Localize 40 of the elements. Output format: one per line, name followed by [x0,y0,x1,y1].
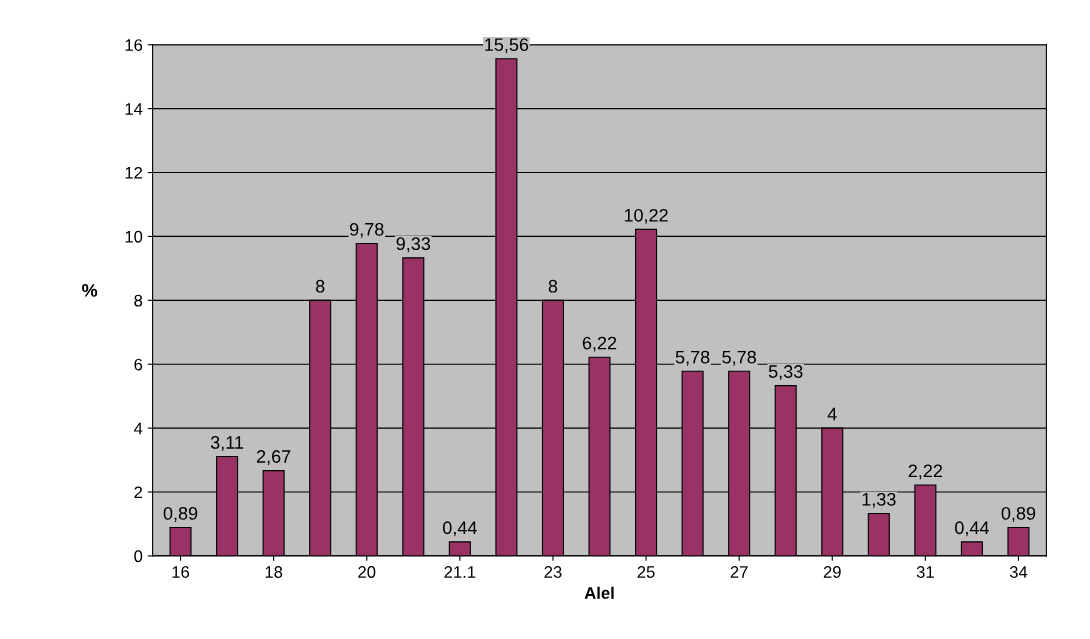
x-axis-title: Alel [584,586,614,599]
data-label: 4 [827,407,837,421]
x-tick-label: 29 [823,566,841,578]
data-label: 8 [315,279,325,293]
data-label: 5,78 [722,350,756,366]
x-tick-label: 23 [544,566,562,578]
data-label: 15,56 [485,38,529,54]
data-label: 9,78 [350,222,384,238]
data-label: 2,22 [908,464,943,480]
x-tick-label: 20 [358,566,376,578]
y-tick-label: 6 [134,358,143,371]
data-label: 3,11 [210,436,244,451]
data-label: 5,33 [768,365,803,381]
data-label: 2,67 [256,450,291,466]
x-tick-label: 27 [730,566,748,578]
x-tick-label: 21.1 [444,566,476,578]
data-label: 0,44 [955,521,989,537]
data-label: 5,78 [675,350,710,366]
x-tick-label: 31 [916,566,934,578]
data-label: 0,89 [163,506,198,522]
x-tick-label: 16 [172,566,190,578]
x-tick-label: 25 [637,566,655,578]
y-tick-label: 8 [134,294,143,307]
data-label: 6,22 [582,336,617,352]
data-label: 0,89 [1001,506,1036,522]
data-label: 10,22 [624,208,668,224]
data-label: 9,33 [396,237,431,253]
x-tick-label: 18 [265,566,283,578]
y-tick-label: 10 [125,230,143,243]
y-tick-label: 14 [125,103,143,115]
y-tick-label: 12 [125,166,143,179]
data-label: 1,33 [862,492,896,508]
data-label: 8 [548,279,558,293]
y-tick-label: 2 [134,486,143,499]
y-tick-label: 4 [133,422,143,435]
y-tick-label: 16 [125,39,143,51]
data-label: 0,44 [442,521,477,537]
y-tick-label: 0 [134,550,143,563]
y-axis-title: % [82,284,98,297]
x-tick-label: 34 [1009,566,1028,578]
